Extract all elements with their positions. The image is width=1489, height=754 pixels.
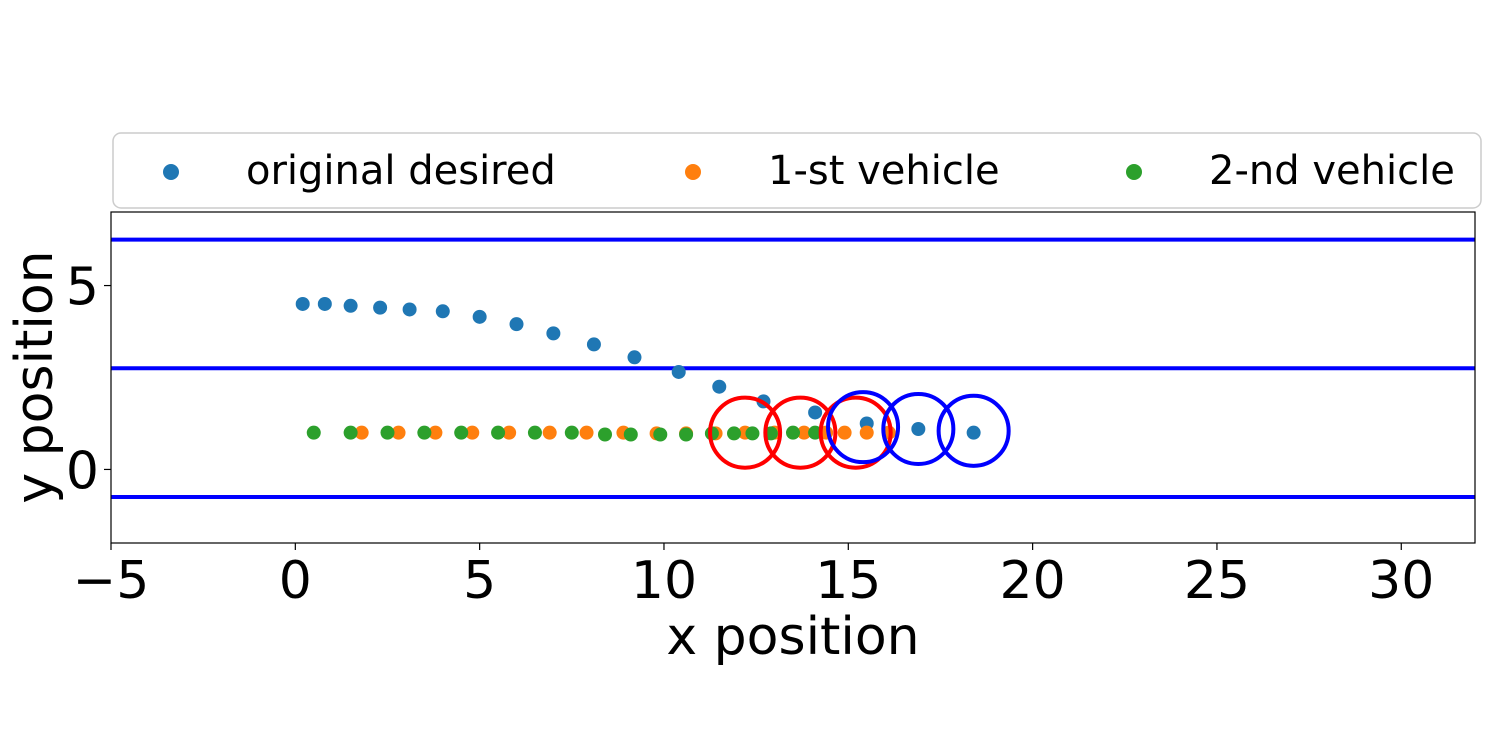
point-original-desired-0: [295, 296, 310, 311]
legend-label-original-desired: original desired: [246, 148, 556, 194]
point-1-st-vehicle-0: [354, 425, 369, 440]
legend-marker-1st-vehicle: [685, 164, 701, 180]
point-2-nd-vehicle-14: [745, 426, 760, 441]
x-tick-label-6: 25: [1184, 551, 1250, 611]
point-original-desired-12: [712, 379, 727, 394]
x-axis-label: x position: [666, 607, 919, 667]
legend-label-1st-vehicle: 1-st vehicle: [768, 148, 1000, 194]
legend-frame: [112, 132, 1482, 209]
point-1-st-vehicle-13: [797, 425, 812, 440]
lane-lines: [111, 237, 1475, 500]
point-1-st-vehicle-4: [502, 425, 517, 440]
point-original-desired-1: [317, 296, 332, 311]
point-1-st-vehicle-6: [579, 425, 594, 440]
x-tick-label-1: 0: [279, 551, 312, 611]
point-2-nd-vehicle-17: [808, 425, 823, 440]
point-2-nd-vehicle-13: [727, 426, 742, 441]
x-tick-label-0: −5: [73, 551, 150, 611]
point-original-desired-9: [586, 337, 601, 352]
point-original-desired-14: [808, 405, 823, 420]
y-tick-label-1: 5: [66, 258, 99, 318]
vehicle-circle-1: [763, 395, 838, 470]
point-2-nd-vehicle-6: [527, 425, 542, 440]
point-2-nd-vehicle-2: [380, 425, 395, 440]
x-tick-label-7: 30: [1368, 551, 1434, 611]
point-original-desired-2: [343, 298, 358, 313]
point-2-nd-vehicle-4: [454, 425, 469, 440]
point-1-st-vehicle-2: [428, 425, 443, 440]
legend-marker-original-desired: [163, 164, 179, 180]
vehicle-circles: [708, 390, 1011, 470]
data-points: [295, 296, 981, 442]
x-axis-ticks: −5 0 5 10 15 20 25 30: [73, 543, 1434, 611]
point-1-st-vehicle-15: [837, 425, 852, 440]
point-1-st-vehicle-5: [542, 425, 557, 440]
point-original-desired-7: [509, 317, 524, 332]
point-2-nd-vehicle-10: [653, 427, 668, 442]
x-tick-label-5: 20: [1000, 551, 1066, 611]
point-2-nd-vehicle-1: [343, 425, 358, 440]
point-2-nd-vehicle-5: [491, 425, 506, 440]
vehicle-circle-4: [881, 391, 956, 467]
vehicle-circle-0: [708, 395, 783, 470]
legend-label-2nd-vehicle: 2-nd vehicle: [1209, 148, 1455, 194]
x-tick-label-2: 5: [463, 551, 496, 611]
plot-frame: [110, 211, 1476, 544]
point-2-nd-vehicle-11: [679, 427, 694, 442]
y-tick-label-0: 0: [66, 441, 99, 501]
point-2-nd-vehicle-9: [623, 427, 638, 442]
point-2-nd-vehicle-3: [417, 425, 432, 440]
point-original-desired-17: [966, 425, 981, 440]
point-2-nd-vehicle-8: [597, 427, 612, 442]
point-original-desired-8: [546, 326, 561, 341]
point-original-desired-6: [472, 309, 487, 324]
point-original-desired-5: [435, 304, 450, 319]
plot-area: [110, 211, 1476, 544]
point-2-nd-vehicle-16: [786, 425, 800, 440]
x-tick-label-3: 10: [631, 551, 697, 611]
vehicle-circle-5: [936, 393, 1011, 468]
point-1-st-vehicle-3: [465, 425, 480, 440]
point-original-desired-16: [911, 421, 926, 436]
vehicle-circle-3: [826, 390, 901, 465]
point-2-nd-vehicle-0: [306, 425, 321, 440]
x-tick-label-4: 15: [815, 551, 881, 611]
point-1-st-vehicle-1: [391, 425, 406, 440]
point-original-desired-3: [373, 300, 388, 315]
legend-marker-2nd-vehicle: [1126, 164, 1142, 180]
y-axis-ticks: 05: [66, 258, 111, 501]
point-2-nd-vehicle-7: [564, 425, 579, 440]
point-original-desired-11: [671, 364, 686, 379]
vehicle-circle-2: [818, 395, 893, 470]
point-original-desired-4: [402, 302, 417, 317]
y-axis-label: y position: [5, 250, 65, 503]
legend: original desired 1-st vehicle 2-nd vehic…: [112, 132, 1482, 209]
point-original-desired-10: [627, 350, 642, 365]
point-1-st-vehicle-16: [859, 425, 874, 440]
